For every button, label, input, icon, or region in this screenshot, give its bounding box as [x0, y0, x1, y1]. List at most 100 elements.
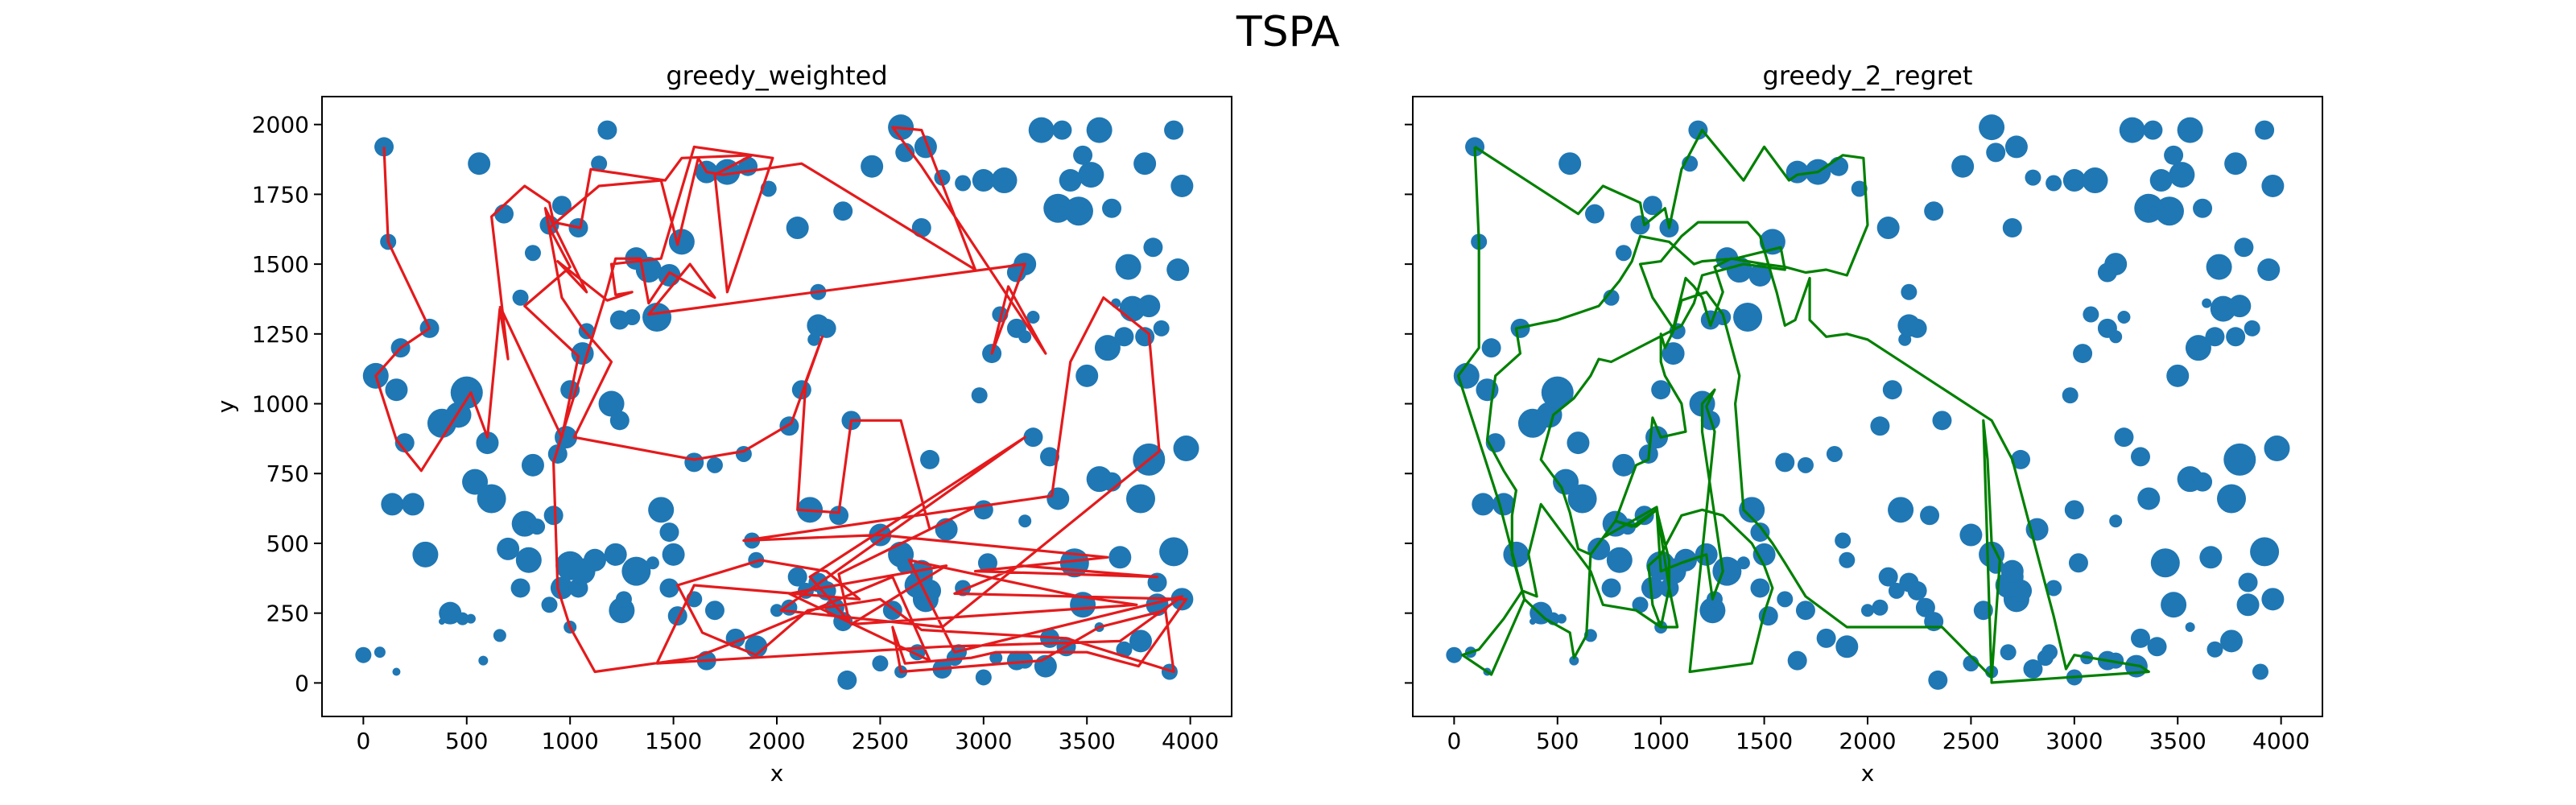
data-point	[604, 543, 627, 566]
data-point	[2064, 500, 2084, 520]
data-point	[704, 601, 724, 621]
data-point	[497, 537, 520, 560]
data-point	[2185, 335, 2211, 361]
data-point	[786, 217, 809, 240]
y-axis-label: y	[213, 400, 239, 414]
data-point	[1750, 522, 1770, 543]
x-tick-label: 1000	[542, 728, 599, 754]
data-point	[598, 390, 625, 417]
data-point	[989, 651, 1003, 665]
data-point	[1752, 543, 1776, 566]
data-point	[1861, 604, 1874, 617]
data-point	[1674, 548, 1697, 572]
data-point	[2068, 553, 2088, 573]
data-point	[1585, 204, 1604, 224]
data-point	[1040, 447, 1059, 467]
data-point	[1915, 597, 1935, 617]
data-point	[2131, 628, 2150, 648]
data-point	[2199, 546, 2223, 569]
data-point	[1046, 487, 1070, 510]
data-point	[512, 289, 529, 306]
data-point	[829, 506, 849, 526]
data-point	[521, 453, 544, 477]
data-point	[597, 120, 617, 140]
data-point	[872, 655, 889, 672]
data-point	[1028, 117, 1055, 143]
data-point	[2161, 592, 2187, 618]
data-point	[1612, 453, 1635, 477]
x-tick-label: 1500	[645, 728, 702, 754]
data-point	[2097, 262, 2117, 283]
data-point	[1924, 201, 1944, 221]
x-tick-label: 2500	[852, 728, 909, 754]
data-point	[2004, 135, 2028, 159]
data-point	[1129, 630, 1152, 653]
data-point	[392, 667, 401, 676]
data-point	[1777, 591, 1794, 608]
data-point	[1043, 193, 1073, 223]
data-point	[1541, 376, 1574, 409]
points-layer	[355, 114, 1199, 690]
data-point	[547, 444, 568, 464]
data-point	[2236, 593, 2260, 617]
data-point	[1603, 289, 1620, 306]
data-point	[2023, 659, 2043, 679]
data-point	[1086, 117, 1113, 143]
data-point	[2217, 484, 2246, 514]
data-point	[1959, 523, 1983, 547]
data-point	[1826, 445, 1843, 462]
data-point	[456, 612, 469, 625]
data-point	[1797, 456, 1814, 473]
data-point	[524, 245, 541, 262]
data-point	[1662, 342, 1685, 365]
data-point	[1503, 541, 1530, 568]
data-point	[1556, 613, 1567, 624]
data-point	[1472, 493, 1495, 516]
data-point	[1126, 484, 1155, 514]
data-point	[1750, 578, 1770, 598]
data-point	[1829, 156, 1849, 176]
data-point	[1787, 650, 1807, 671]
data-point	[2147, 637, 2167, 657]
data-point	[2238, 572, 2258, 592]
data-point	[2119, 117, 2145, 143]
y-tick-label: 1250	[252, 321, 309, 348]
data-point	[1932, 411, 1952, 431]
data-point	[2134, 193, 2164, 223]
data-point	[861, 155, 884, 178]
data-point	[1164, 120, 1184, 140]
data-point	[1159, 537, 1189, 567]
data-point	[465, 613, 476, 624]
data-point	[355, 646, 372, 663]
data-point	[2223, 443, 2256, 476]
data-point	[1736, 556, 1750, 570]
x-tick-label: 4000	[1162, 728, 1219, 754]
data-point	[2083, 306, 2099, 323]
data-point	[494, 204, 514, 224]
subplot-title: greedy_weighted	[666, 60, 887, 91]
data-point	[911, 218, 931, 238]
x-tick-label: 3000	[2046, 728, 2103, 754]
data-point	[2164, 145, 2184, 165]
data-point	[1052, 120, 1072, 140]
data-point	[1006, 262, 1026, 283]
x-tick-label: 3500	[2149, 728, 2207, 754]
data-point	[584, 548, 606, 572]
x-tick-label: 0	[356, 728, 370, 754]
data-point	[1601, 578, 1621, 598]
data-point	[1143, 237, 1163, 258]
data-point	[1569, 655, 1579, 666]
data-point	[2109, 514, 2123, 528]
x-tick-label: 2000	[1839, 728, 1896, 754]
data-point	[550, 576, 573, 600]
data-point	[468, 152, 491, 175]
data-point	[973, 500, 993, 520]
data-point	[1748, 263, 1772, 287]
data-point	[2193, 472, 2213, 492]
x-tick-label: 1500	[1736, 728, 1793, 754]
data-point	[1133, 152, 1157, 175]
data-point	[2000, 644, 2017, 661]
data-point	[659, 578, 679, 598]
